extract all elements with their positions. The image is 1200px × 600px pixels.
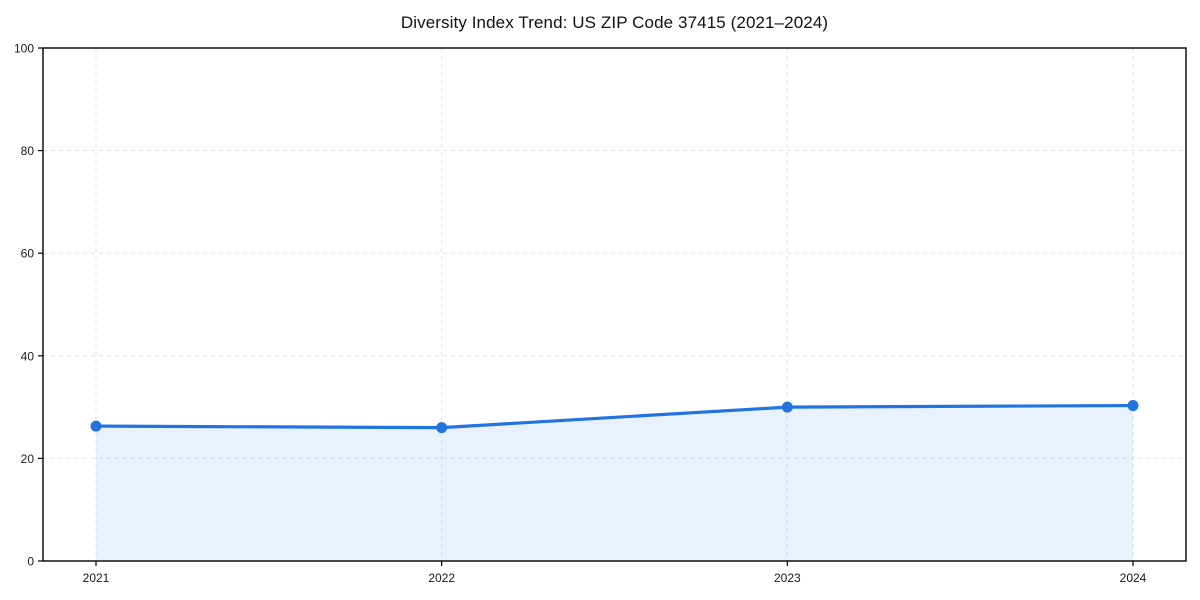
data-point-2023: [781, 401, 793, 413]
data-point-2024: [1127, 400, 1139, 412]
data-point-2022: [436, 422, 448, 434]
y-axis: 0 20 40 60 80 100: [14, 42, 43, 569]
y-axis-tick-label: 60: [21, 247, 35, 261]
chart-title: Diversity Index Trend: US ZIP Code 37415…: [400, 13, 829, 32]
x-axis-tick-label: 2024: [1120, 571, 1147, 585]
x-axis-tick-label: 2022: [428, 571, 455, 585]
plot-frame: [42, 47, 1187, 562]
data-points: [90, 400, 1139, 434]
area-fill: [96, 405, 1133, 561]
y-axis-tick-label: 20: [21, 452, 35, 466]
trend-line: [94, 403, 1135, 430]
x-axis: 2021 2022 2023 2024: [83, 561, 1147, 585]
y-axis-tick-label: 80: [21, 144, 35, 158]
y-axis-tick-label: 0: [27, 555, 34, 569]
x-axis-tick-label: 2023: [774, 571, 801, 585]
y-axis-tick-label: 40: [21, 349, 35, 363]
y-axis-tick-label: 100: [14, 42, 34, 56]
x-axis-tick-label: 2021: [83, 571, 110, 585]
data-point-2021: [90, 420, 102, 432]
